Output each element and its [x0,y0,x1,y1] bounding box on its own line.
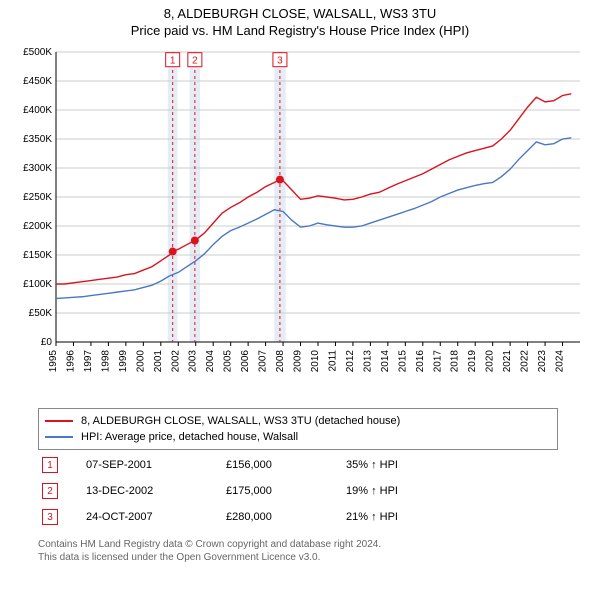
footer-line-1: Contains HM Land Registry data © Crown c… [38,538,381,551]
svg-text:2000: 2000 [135,350,146,373]
svg-text:2023: 2023 [537,350,548,373]
svg-text:2002: 2002 [170,350,181,373]
event-marker: 1 [42,457,58,473]
legend-item: HPI: Average price, detached house, Wals… [45,429,551,445]
svg-text:1998: 1998 [100,350,111,373]
event-date: 07-SEP-2001 [86,459,226,471]
svg-text:2019: 2019 [467,350,478,373]
event-marker: 3 [42,509,58,525]
svg-text:2009: 2009 [293,350,304,373]
svg-text:2021: 2021 [502,350,513,373]
chart-container: £0 £50K £100K £150K £200K £250K £300K £350K £400… [10,46,590,396]
page-root: 8, ALDEBURGH CLOSE, WALSALL, WS3 3TU Pri… [0,0,600,590]
event-row: 2 13-DEC-2002£175,00019% ↑ HPI [38,478,558,504]
legend-item: 8, ALDEBURGH CLOSE, WALSALL, WS3 3TU (de… [45,413,551,429]
svg-text:2006: 2006 [240,350,251,373]
legend-box: 8, ALDEBURGH CLOSE, WALSALL, WS3 3TU (de… [38,408,558,450]
line-chart: £0 £50K £100K £150K £200K £250K £300K £350K £400… [10,46,590,396]
svg-text:2014: 2014 [380,350,391,373]
svg-text:3: 3 [277,56,283,67]
event-pct: 19% ↑ HPI [346,485,466,497]
svg-text:£100K: £100K [23,279,52,290]
svg-text:2: 2 [192,56,198,67]
events-table: 1 07-SEP-2001£156,00035% ↑ HPI 2 13-DEC-200… [38,452,558,530]
svg-text:£150K: £150K [23,250,52,261]
svg-text:1997: 1997 [83,350,94,373]
svg-text:2003: 2003 [188,350,199,373]
svg-text:1999: 1999 [118,350,129,373]
svg-text:2020: 2020 [485,350,496,373]
svg-text:2022: 2022 [520,350,531,373]
svg-text:2012: 2012 [345,350,356,373]
legend-swatch [45,420,73,422]
event-row: 1 07-SEP-2001£156,00035% ↑ HPI [38,452,558,478]
title-line-1: 8, ALDEBURGH CLOSE, WALSALL, WS3 3TU [0,6,600,23]
svg-text:2007: 2007 [258,350,269,373]
legend-label: 8, ALDEBURGH CLOSE, WALSALL, WS3 3TU (de… [81,415,400,427]
svg-text:£450K: £450K [23,76,52,87]
svg-text:£50K: £50K [29,308,53,319]
svg-text:2016: 2016 [415,350,426,373]
svg-text:2010: 2010 [310,350,321,373]
svg-text:2011: 2011 [327,350,338,372]
title-line-2: Price paid vs. HM Land Registry's House … [0,23,600,40]
svg-text:2004: 2004 [205,350,216,373]
event-marker: 2 [42,483,58,499]
svg-text:£350K: £350K [23,134,52,145]
svg-text:2005: 2005 [223,350,234,373]
footer-line-2: This data is licensed under the Open Gov… [38,551,381,564]
legend-swatch [45,436,73,438]
svg-text:2018: 2018 [450,350,461,373]
event-price: £280,000 [226,511,346,523]
footer-attribution: Contains HM Land Registry data © Crown c… [38,538,381,564]
svg-text:£250K: £250K [23,192,52,203]
svg-text:2008: 2008 [275,350,286,373]
svg-text:2024: 2024 [555,350,566,373]
svg-text:1995: 1995 [48,350,59,373]
svg-text:2017: 2017 [432,350,443,373]
event-date: 13-DEC-2002 [86,485,226,497]
svg-text:£300K: £300K [23,163,52,174]
svg-text:2001: 2001 [153,350,164,373]
svg-text:2015: 2015 [397,350,408,373]
legend-label: HPI: Average price, detached house, Wals… [81,431,298,443]
svg-text:£400K: £400K [23,105,52,116]
event-date: 24-OCT-2007 [86,511,226,523]
event-pct: 21% ↑ HPI [346,511,466,523]
event-row: 3 24-OCT-2007£280,00021% ↑ HPI [38,504,558,530]
svg-text:£0: £0 [41,337,53,348]
chart-title: 8, ALDEBURGH CLOSE, WALSALL, WS3 3TU Pri… [0,0,600,40]
svg-text:1996: 1996 [65,350,76,373]
event-price: £175,000 [226,485,346,497]
svg-text:£200K: £200K [23,221,52,232]
event-pct: 35% ↑ HPI [346,459,466,471]
svg-text:1: 1 [170,56,176,67]
svg-text:2013: 2013 [362,350,373,373]
svg-text:£500K: £500K [23,47,52,58]
event-price: £156,000 [226,459,346,471]
